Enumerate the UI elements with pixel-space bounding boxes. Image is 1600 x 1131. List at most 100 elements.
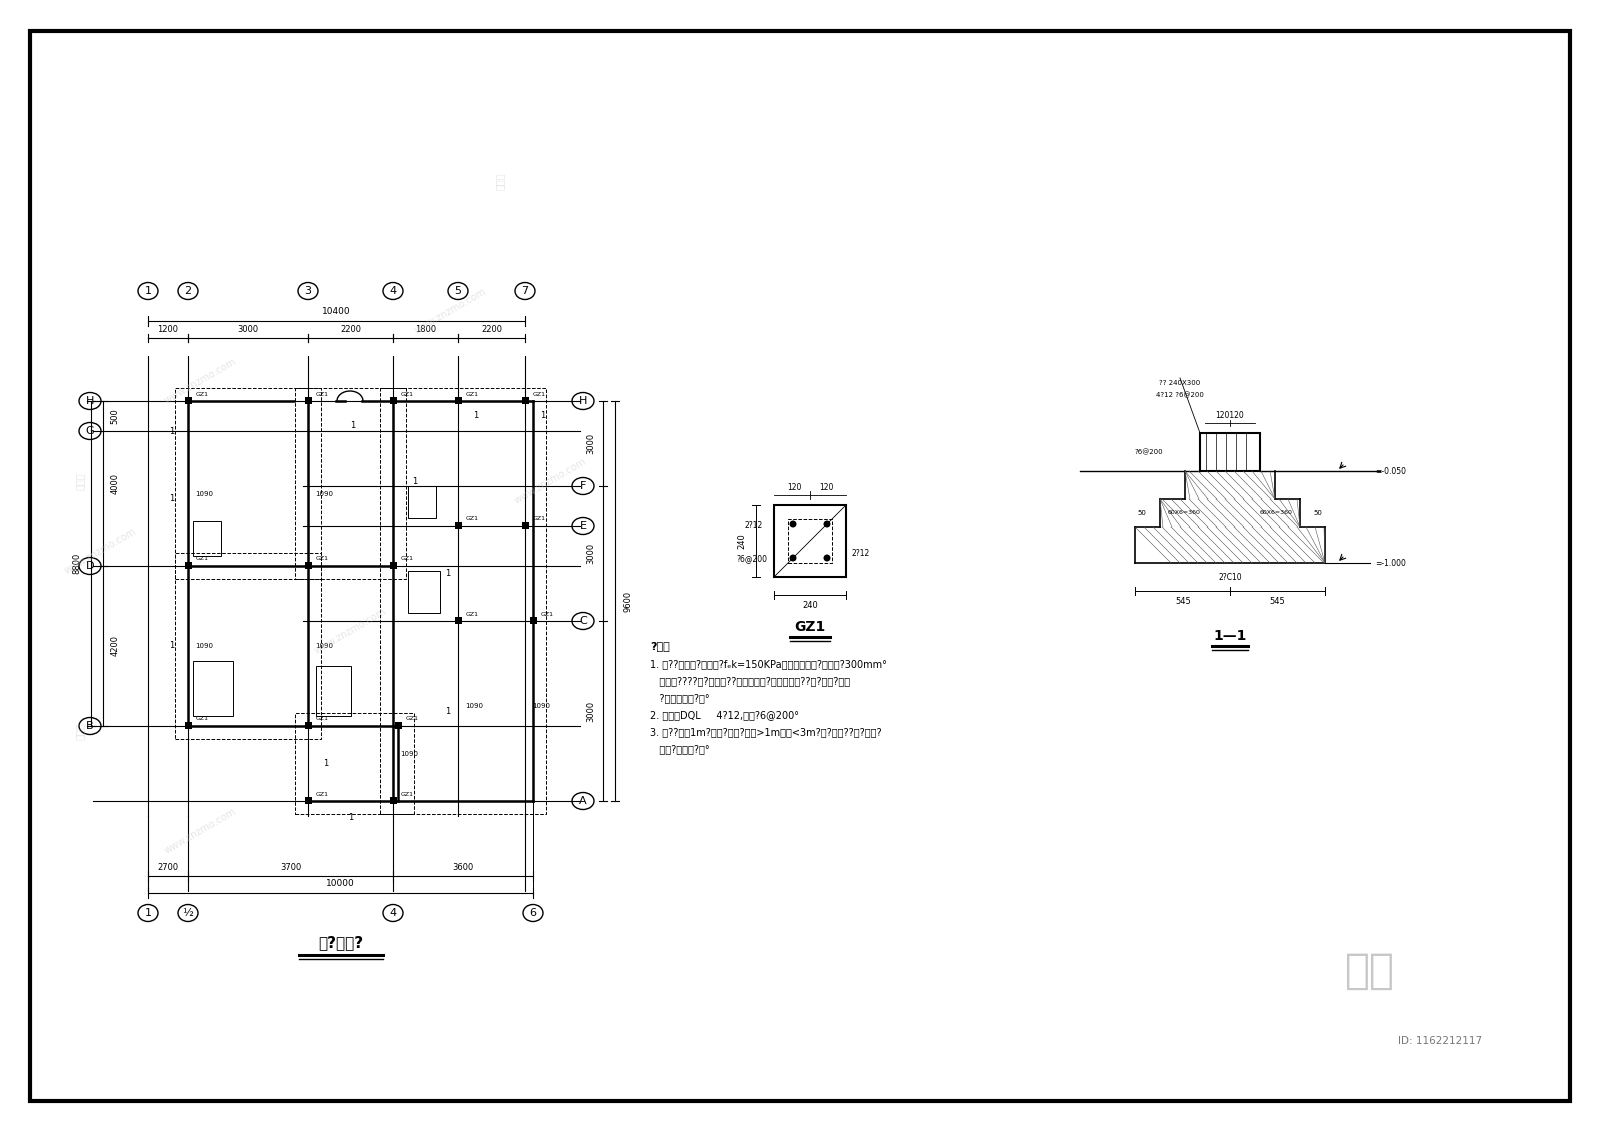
- Text: B: B: [86, 720, 94, 731]
- Text: 240: 240: [738, 533, 747, 549]
- Circle shape: [824, 554, 830, 561]
- Text: ½: ½: [182, 908, 194, 918]
- Text: 120: 120: [819, 483, 834, 492]
- Text: www.znzmo.com: www.znzmo.com: [312, 606, 387, 656]
- Text: 3000: 3000: [237, 325, 259, 334]
- Bar: [294, 713, 414, 814]
- Text: GZ1: GZ1: [195, 717, 210, 722]
- Text: 2200: 2200: [339, 325, 362, 334]
- Text: 1: 1: [445, 569, 451, 578]
- Text: GZ1: GZ1: [317, 792, 330, 796]
- Text: 1: 1: [541, 412, 546, 421]
- Text: 5: 5: [454, 286, 461, 296]
- Text: ?6@200: ?6@200: [1134, 449, 1163, 456]
- Text: 1090: 1090: [315, 491, 333, 497]
- Text: GZ1: GZ1: [541, 612, 554, 616]
- Bar: [1200, 433, 1261, 470]
- Bar: [194, 661, 234, 716]
- Text: 545: 545: [1174, 596, 1190, 605]
- Text: H: H: [86, 396, 94, 406]
- Bar: [174, 553, 322, 739]
- Text: 基?平面?: 基?平面?: [318, 935, 363, 950]
- Text: 3700: 3700: [280, 863, 301, 872]
- Circle shape: [789, 554, 797, 561]
- Text: 60X6=360: 60X6=360: [1259, 510, 1293, 516]
- Bar: [454, 523, 462, 529]
- Text: 4: 4: [389, 908, 397, 918]
- Text: 240: 240: [802, 601, 818, 610]
- Bar: [522, 523, 530, 529]
- Text: 8800: 8800: [72, 553, 82, 575]
- Text: A: A: [579, 796, 587, 806]
- Bar: [408, 571, 440, 613]
- Text: 1090: 1090: [315, 644, 333, 649]
- Text: GZ1: GZ1: [317, 556, 330, 561]
- Bar: [306, 397, 312, 404]
- Text: ?? 240X300: ?? 240X300: [1160, 380, 1200, 386]
- Text: GZ1: GZ1: [402, 556, 414, 561]
- Text: 3: 3: [304, 286, 312, 296]
- Text: C: C: [579, 616, 587, 625]
- Text: 9600: 9600: [624, 590, 632, 612]
- Text: 知末网: 知末网: [494, 172, 506, 190]
- Text: ID: 1162212117: ID: 1162212117: [1398, 1036, 1482, 1046]
- Text: 1090: 1090: [195, 644, 213, 649]
- Text: 2: 2: [184, 286, 192, 296]
- Bar: [390, 562, 397, 569]
- Text: GZ1: GZ1: [195, 556, 210, 561]
- Bar: [186, 397, 192, 404]
- Text: GZ1: GZ1: [466, 517, 478, 521]
- Bar: [317, 666, 350, 716]
- Text: 3600: 3600: [453, 863, 474, 872]
- Bar: [390, 397, 397, 404]
- Text: 1: 1: [350, 422, 355, 431]
- Text: 1: 1: [445, 707, 451, 716]
- Text: 50: 50: [1138, 510, 1147, 516]
- Bar: [395, 722, 402, 729]
- Text: 500: 500: [110, 408, 120, 424]
- Text: 4200: 4200: [110, 636, 120, 656]
- Text: www.znzmo.com: www.znzmo.com: [162, 356, 238, 406]
- Text: 7: 7: [522, 286, 528, 296]
- Circle shape: [789, 520, 797, 527]
- Bar: [454, 397, 462, 404]
- Text: 若施工????地?情况与??要求不符，?通知勘察、??、?理、?主等: 若施工????地?情况与??要求不符，?通知勘察、??、?理、?主等: [650, 676, 850, 687]
- Text: 1: 1: [170, 494, 174, 503]
- Text: 6: 6: [530, 908, 536, 918]
- Text: 1090: 1090: [195, 491, 213, 497]
- Text: 1: 1: [323, 759, 328, 768]
- Bar: [186, 562, 192, 569]
- Text: 4?12 ?6@200: 4?12 ?6@200: [1157, 391, 1203, 398]
- Text: 10400: 10400: [322, 308, 350, 317]
- Text: www.znzmo.com: www.znzmo.com: [162, 806, 238, 856]
- Text: GZ1: GZ1: [466, 391, 478, 397]
- Text: 1090: 1090: [466, 703, 483, 709]
- Text: 2700: 2700: [157, 863, 179, 872]
- Text: ?明：: ?明：: [650, 641, 670, 651]
- Bar: [381, 388, 546, 814]
- Text: 1. 本??地基承?力特征?fₑk=150KPa，基底入持力?的深度?300mm°: 1. 本??地基承?力特征?fₑk=150KPa，基底入持力?的深度?300mm…: [650, 659, 886, 670]
- Text: F: F: [579, 481, 586, 491]
- Text: 知末: 知末: [1346, 950, 1395, 992]
- Text: GZ1: GZ1: [402, 792, 414, 796]
- Text: 10000: 10000: [326, 880, 355, 889]
- Text: 1090: 1090: [400, 751, 418, 757]
- Text: 1090: 1090: [531, 703, 550, 709]
- Text: GZ1: GZ1: [195, 391, 210, 397]
- Text: 1: 1: [347, 812, 354, 821]
- Bar: [306, 722, 312, 729]
- Text: 2?12: 2?12: [746, 520, 763, 529]
- Text: D: D: [86, 561, 94, 571]
- Text: 3000: 3000: [587, 433, 595, 454]
- Bar: [306, 562, 312, 569]
- Text: ?位共同研究?理°: ?位共同研究?理°: [650, 693, 710, 703]
- Text: www.znzmo.com: www.znzmo.com: [62, 526, 138, 576]
- Text: 3. 基??理深1m?若基?持力?埋深>1m，且<3m?，?通知??、?理、?: 3. 基??理深1m?若基?持力?埋深>1m，且<3m?，?通知??、?理、?: [650, 727, 882, 737]
- Circle shape: [824, 520, 830, 527]
- Text: 2?C10: 2?C10: [1218, 572, 1242, 581]
- Text: E: E: [579, 521, 587, 530]
- Text: GZ1: GZ1: [533, 517, 546, 521]
- Text: 545: 545: [1269, 596, 1285, 605]
- Text: 1: 1: [474, 412, 478, 421]
- Text: 知末网: 知末网: [75, 723, 85, 740]
